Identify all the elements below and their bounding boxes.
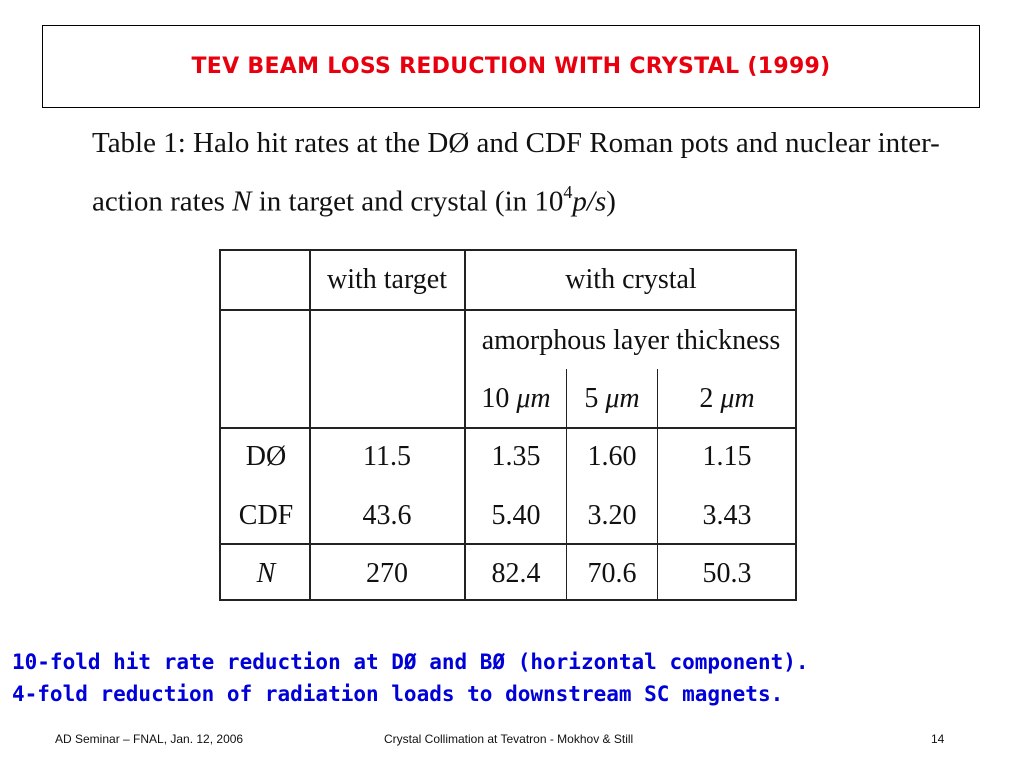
table-caption: Table 1: Halo hit rates at the DØ and CD… xyxy=(92,118,952,228)
row-cdf-target: 43.6 xyxy=(362,500,412,531)
caption-exponent: 4 xyxy=(563,182,573,202)
hit-rate-table: with target with crystal amorphous layer… xyxy=(219,249,797,601)
caption-variable: N xyxy=(232,185,252,218)
row-n-5um: 70.6 xyxy=(587,558,637,589)
rule-header xyxy=(221,309,795,311)
row-d0-10um: 1.35 xyxy=(491,441,541,472)
row-d0-label: DØ xyxy=(245,441,287,472)
row-n-label: N xyxy=(256,558,276,589)
header-with-crystal: with crystal xyxy=(565,264,697,295)
caption-line-1: Table 1: Halo hit rates at the DØ and CD… xyxy=(92,127,940,159)
thickness-2um: 2 μm xyxy=(699,383,755,414)
thickness-10um: 10 μm xyxy=(481,383,551,414)
footer-center: Crystal Collimation at Tevatron - Mokhov… xyxy=(384,732,634,746)
rule-col-5um xyxy=(657,369,658,599)
caption-suffix: ) xyxy=(606,185,616,218)
caption-mid: in target and crystal (in 10 xyxy=(251,185,564,218)
caption-line-2: action rates N in target and crystal (in… xyxy=(92,169,952,228)
footer-left: AD Seminar – FNAL, Jan. 12, 2006 xyxy=(55,732,244,746)
subheader-amorphous: amorphous layer thickness xyxy=(481,325,781,356)
row-cdf-5um: 3.20 xyxy=(587,500,637,531)
rule-n-row xyxy=(221,543,795,545)
row-cdf-2um: 3.43 xyxy=(702,500,752,531)
findings: 10-fold hit rate reduction at DØ and BØ … xyxy=(12,646,1012,710)
slide-title: TEV BEAM LOSS REDUCTION WITH CRYSTAL (19… xyxy=(191,54,831,79)
thickness-5um: 5 μm xyxy=(584,383,640,414)
row-cdf-10um: 5.40 xyxy=(491,500,541,531)
rule-col-target xyxy=(464,251,466,599)
rule-subheader xyxy=(221,427,795,429)
caption-unit: p/s xyxy=(572,185,607,218)
row-n-2um: 50.3 xyxy=(702,558,752,589)
row-d0-5um: 1.60 xyxy=(587,441,637,472)
rule-col-label xyxy=(309,251,311,599)
caption-prefix: action rates xyxy=(92,185,233,218)
finding-2: 4-fold reduction of radiation loads to d… xyxy=(12,682,784,706)
row-cdf-label: CDF xyxy=(238,500,294,531)
finding-1: 10-fold hit rate reduction at DØ and BØ … xyxy=(12,650,809,674)
row-n-10um: 82.4 xyxy=(491,558,541,589)
row-n-target: 270 xyxy=(366,558,408,589)
header-with-target: with target xyxy=(326,264,448,295)
row-d0-2um: 1.15 xyxy=(702,441,752,472)
title-box: TEV BEAM LOSS REDUCTION WITH CRYSTAL (19… xyxy=(42,25,980,108)
row-d0-target: 11.5 xyxy=(363,441,411,472)
rule-col-10um xyxy=(566,369,567,599)
footer-page-number: 14 xyxy=(931,732,945,746)
